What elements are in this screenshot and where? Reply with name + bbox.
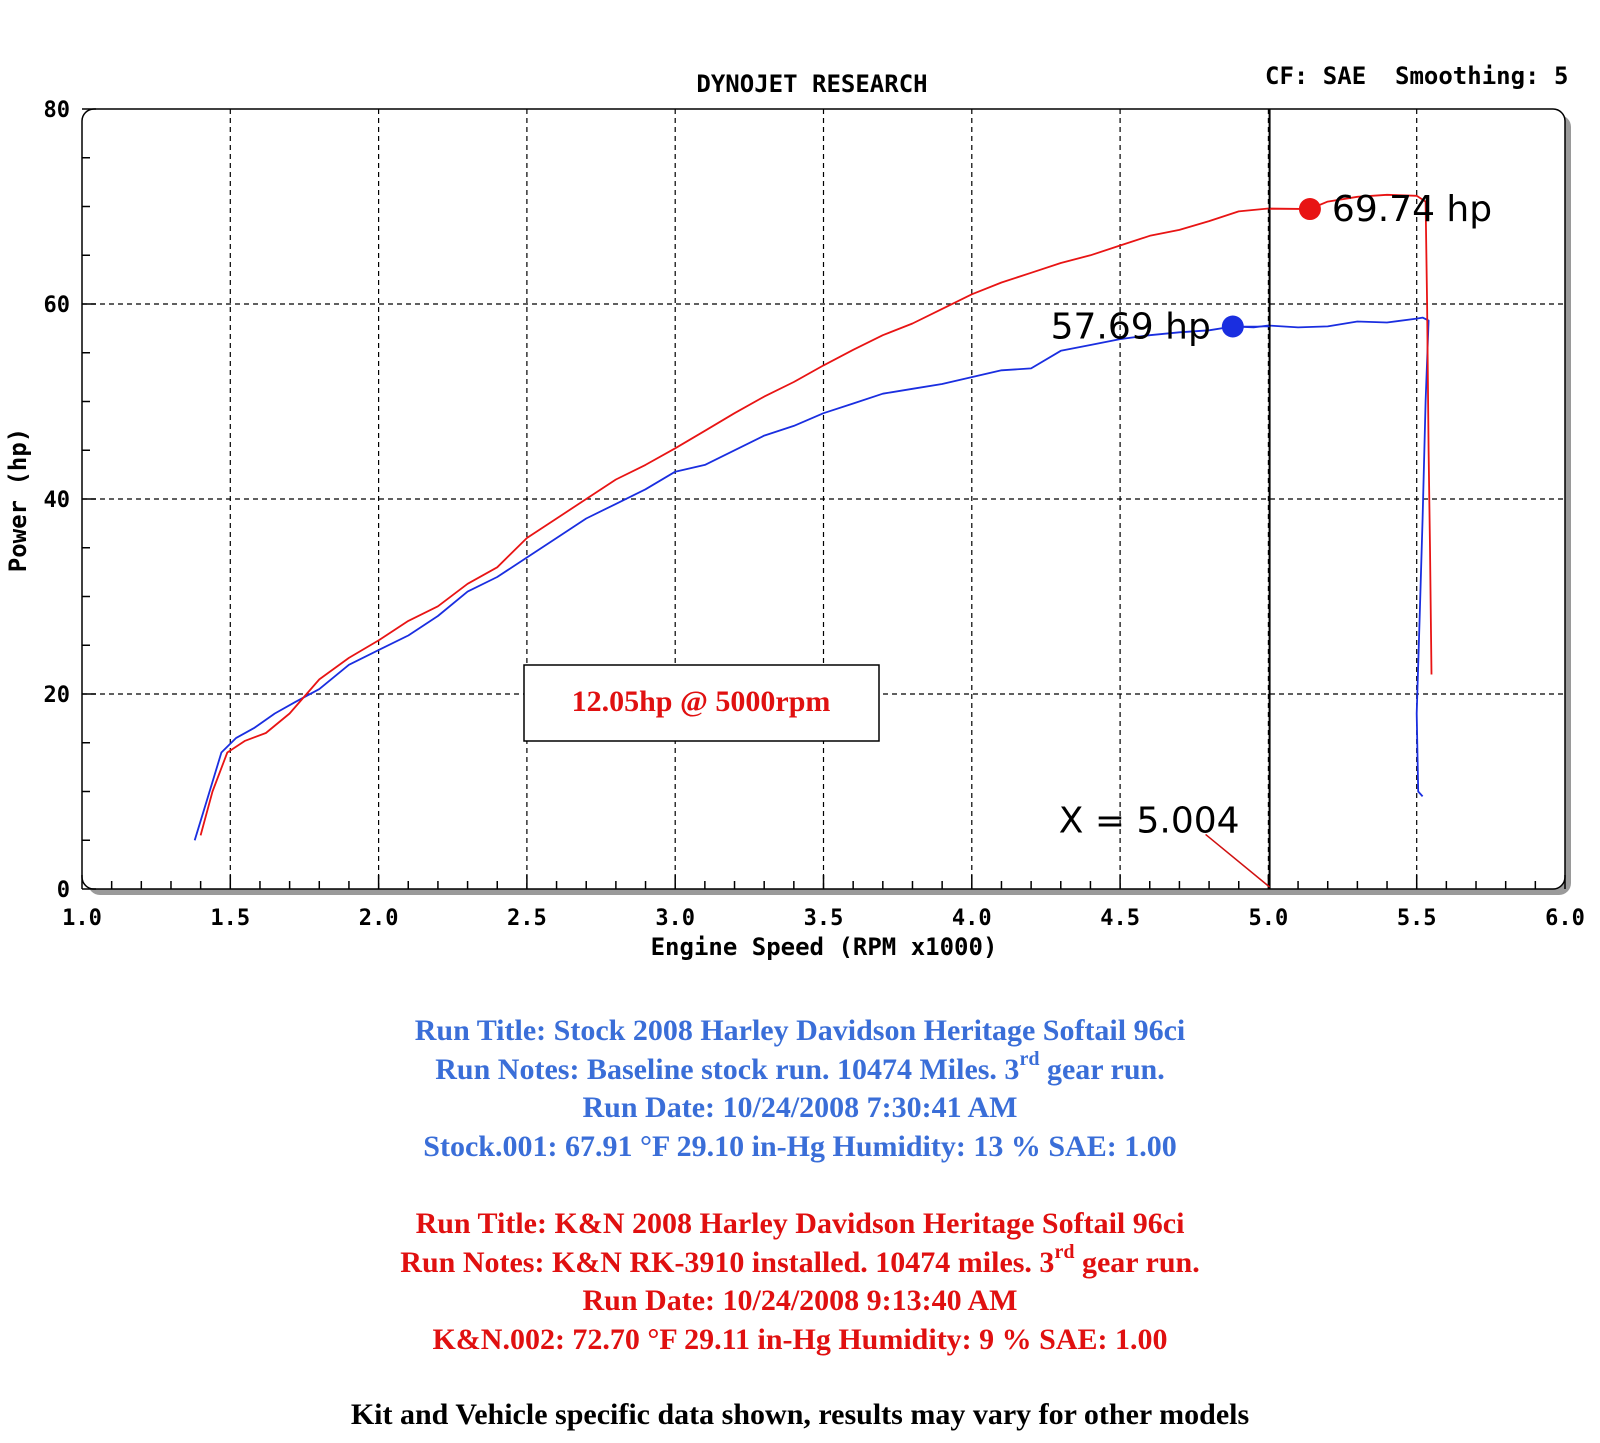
annotation-label: 57.69 hp [1051, 307, 1211, 348]
x-tick-label: 5.0 [1249, 906, 1289, 931]
cursor-leader [1205, 833, 1271, 888]
x-tick-label: 2.0 [359, 906, 399, 931]
annotation-marker [1298, 198, 1321, 221]
x-tick-label: 3.0 [655, 906, 695, 931]
x-tick-label: 1.0 [62, 906, 102, 931]
kn-run-block: Run Title: K&N 2008 Harley Davidson Heri… [0, 1205, 1600, 1359]
cf-label: CF: SAE [1265, 62, 1366, 90]
stock-run-title: Run Title: Stock 2008 Harley Davidson He… [414, 1014, 1186, 1047]
kn-run-notes-text: Run Notes: K&N RK-3910 installed. 10474 … [400, 1245, 1055, 1279]
stock-run-block: Run Title: Stock 2008 Harley Davidson He… [0, 1012, 1600, 1166]
kn-run-conditions: K&N.002: 72.70 °F 29.11 in-Hg Humidity: … [432, 1322, 1168, 1356]
disclaimer: Kit and Vehicle specific data shown, res… [350, 1398, 1250, 1431]
stock-run-date: Run Date: 10/24/2008 7:30:41 AM [582, 1091, 1018, 1124]
x-tick-label: 3.5 [804, 906, 844, 931]
stock-run-conditions: Stock.001: 67.91 °F 29.10 in-Hg Humidity… [423, 1129, 1177, 1163]
annotation-marker [1221, 315, 1244, 338]
kn-run-title: Run Title: K&N 2008 Harley Davidson Heri… [415, 1207, 1185, 1240]
y-tick-label: 0 [57, 878, 70, 903]
axis-ticks [81, 108, 1566, 890]
kn-run-notes-tail: gear run. [1074, 1245, 1200, 1279]
stock-run-notes-text: Run Notes: Baseline stock run. 10474 Mil… [435, 1052, 1020, 1086]
series-line-k-n [199, 193, 1433, 836]
x-axis-label: Engine Speed (RPM x1000) [651, 933, 998, 961]
cursor-layer: X = 5.004 [1059, 109, 1271, 889]
stock-run-notes: Run Notes: Baseline stock run. 10474 Mil… [0, 1047, 1600, 1090]
stock-run-notes-tail: gear run. [1039, 1052, 1165, 1086]
series-layer [193, 193, 1433, 841]
y-tick-label: 60 [44, 293, 71, 318]
cursor-label: X = 5.004 [1059, 800, 1240, 841]
series-line-stock [193, 316, 1430, 841]
annotation-layer: 69.74 hp 57.69 hp [1051, 189, 1492, 347]
x-tick-label: 4.5 [1100, 906, 1140, 931]
kn-run-notes-sup: rd [1054, 1240, 1075, 1263]
x-tick-label: 5.5 [1397, 906, 1437, 931]
x-tick-label: 1.5 [210, 906, 250, 931]
kn-run-notes: Run Notes: K&N RK-3910 installed. 10474 … [0, 1240, 1600, 1283]
callout-text: 12.05hp @ 5000rpm [572, 685, 831, 718]
y-tick-label: 20 [44, 683, 71, 708]
x-tick-label: 6.0 [1545, 906, 1585, 931]
kn-run-date: Run Date: 10/24/2008 9:13:40 AM [582, 1284, 1018, 1317]
x-tick-label: 2.5 [507, 906, 547, 931]
y-tick-label: 80 [44, 98, 71, 123]
dyno-chart: DYNOJET RESEARCH CF: SAE Smoothing: 5 1.… [4, 62, 1585, 961]
callout-box [523, 664, 880, 742]
smoothing-label: Smoothing: 5 [1395, 62, 1568, 90]
y-axis-label: Power (hp) [4, 428, 32, 573]
x-tick-label: 4.0 [952, 906, 992, 931]
tick-labels: 1.0 1.5 2.0 2.5 3.0 3.5 4.0 4.5 5.0 5.5 6.0 0 20 40 60… [44, 98, 1585, 931]
annotation-label: 69.74 hp [1332, 189, 1492, 230]
stock-run-notes-sup: rd [1019, 1047, 1040, 1070]
chart-title: DYNOJET RESEARCH [696, 70, 927, 98]
run-notes: Run Title: Stock 2008 Harley Davidson He… [0, 1012, 1600, 1435]
y-tick-label: 40 [44, 488, 71, 513]
